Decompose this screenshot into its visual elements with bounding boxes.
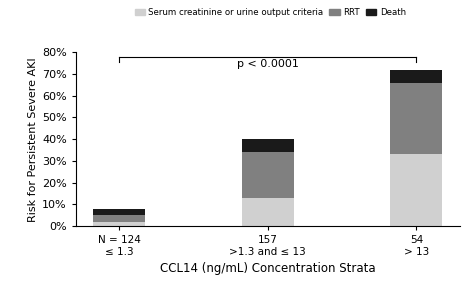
X-axis label: CCL14 (ng/mL) Concentration Strata: CCL14 (ng/mL) Concentration Strata — [160, 262, 375, 275]
Bar — [93, 222, 145, 226]
Bar — [93, 215, 145, 222]
Bar — [242, 139, 294, 152]
Legend: Serum creatinine or urine output criteria, RRT, Death: Serum creatinine or urine output criteri… — [131, 4, 409, 20]
Bar — [93, 209, 145, 215]
Bar — [391, 154, 442, 226]
Bar — [242, 152, 294, 198]
Bar — [391, 70, 442, 83]
Y-axis label: Risk for Persistent Severe AKI: Risk for Persistent Severe AKI — [28, 57, 38, 222]
Bar — [242, 198, 294, 226]
Bar — [391, 83, 442, 154]
Text: p < 0.0001: p < 0.0001 — [237, 59, 299, 69]
